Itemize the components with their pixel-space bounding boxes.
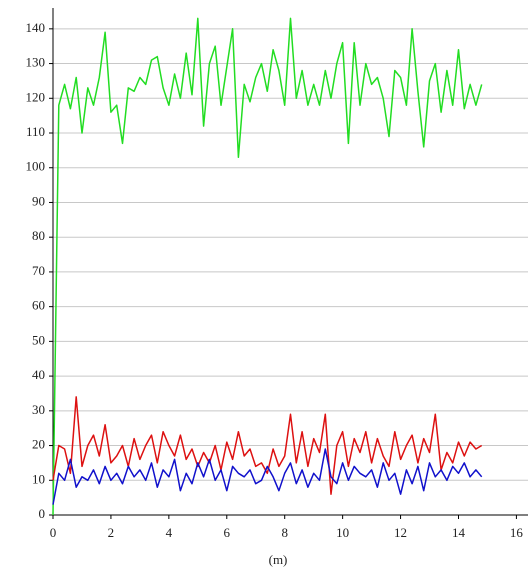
y-tick-label: 0: [39, 506, 46, 521]
y-tick-label: 130: [26, 55, 46, 70]
y-tick-label: 60: [32, 298, 45, 313]
x-tick-label: 14: [452, 525, 466, 540]
x-tick-label: 2: [108, 525, 115, 540]
y-tick-label: 100: [26, 159, 46, 174]
y-tick-label: 80: [32, 228, 45, 243]
y-tick-label: 30: [32, 402, 45, 417]
x-tick-label: 16: [510, 525, 524, 540]
x-tick-label: 12: [394, 525, 407, 540]
y-tick-label: 120: [26, 89, 46, 104]
data-line: [52, 448, 483, 505]
x-tick-label: 0: [50, 525, 57, 540]
x-axis-label: (m): [269, 552, 288, 567]
y-tick-label: 90: [32, 193, 45, 208]
x-tick-label: 6: [224, 525, 231, 540]
data-line: [52, 17, 483, 516]
y-tick-label: 140: [26, 20, 46, 35]
x-tick-label: 4: [166, 525, 173, 540]
data-line: [52, 396, 483, 495]
y-tick-label: 20: [32, 437, 45, 452]
y-tick-label: 50: [32, 332, 45, 347]
y-tick-label: 110: [26, 124, 45, 139]
y-tick-label: 70: [32, 263, 45, 278]
x-tick-label: 8: [281, 525, 288, 540]
y-tick-label: 10: [32, 471, 45, 486]
x-tick-label: 10: [336, 525, 349, 540]
y-tick-label: 40: [32, 367, 45, 382]
